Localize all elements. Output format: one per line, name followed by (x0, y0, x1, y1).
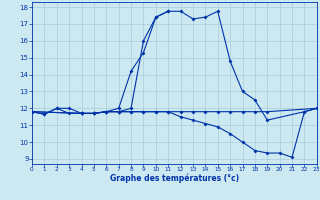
X-axis label: Graphe des températures (°c): Graphe des températures (°c) (110, 174, 239, 183)
